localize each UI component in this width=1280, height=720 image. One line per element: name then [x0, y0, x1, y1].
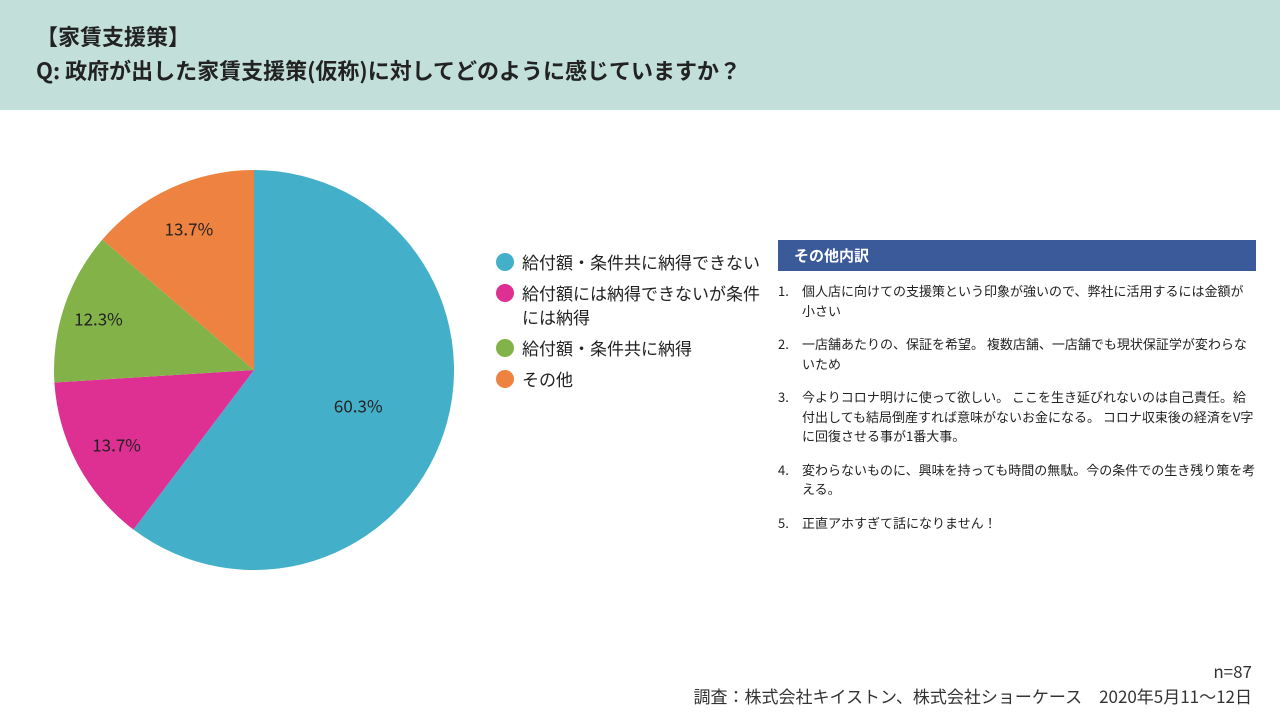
legend-item: その他 — [496, 367, 766, 392]
footer: n=87 調査：株式会社キイストン、株式会社ショーケース 2020年5月11～1… — [693, 658, 1252, 708]
pie-slice-label: 13.7% — [165, 216, 214, 241]
pie-slice-label: 12.3% — [74, 305, 123, 330]
other-detail-item-text: 正直アホすぎて話になりません！ — [802, 513, 997, 533]
sample-size: n=87 — [693, 658, 1252, 683]
pie-chart: 60.3% 13.7% 12.3% 13.7% — [24, 140, 484, 600]
legend-item: 給付額・条件共に納得できない — [496, 250, 766, 275]
legend-label: 給付額・条件共に納得 — [522, 336, 692, 361]
other-detail-item: 3.今よりコロナ明けに使って欲しい。 ここを生き延びれないのは自己責任。給付出し… — [778, 387, 1256, 446]
legend: 給付額・条件共に納得できない給付額には納得できないが条件には納得給付額・条件共に… — [496, 140, 766, 600]
other-detail-item: 5.正直アホすぎて話になりません！ — [778, 513, 1256, 533]
header-tag: 【家賃支援策】 — [36, 20, 1244, 52]
other-detail-item-text: 個人店に向けての支援策という印象が強いので、弊社に活用するには金額が小さい — [802, 281, 1256, 320]
other-detail-panel: その他内訳 1.個人店に向けての支援策という印象が強いので、弊社に活用するには金… — [778, 140, 1256, 600]
legend-label: その他 — [522, 367, 573, 392]
legend-item: 給付額には納得できないが条件には納得 — [496, 281, 766, 330]
pie-slice-label: 60.3% — [334, 392, 383, 417]
other-detail-item-text: 今よりコロナ明けに使って欲しい。 ここを生き延びれないのは自己責任。給付出しても… — [802, 387, 1256, 446]
legend-label: 給付額・条件共に納得できない — [522, 250, 760, 275]
survey-source: 調査：株式会社キイストン、株式会社ショーケース 2020年5月11～12日 — [693, 683, 1252, 708]
header-banner: 【家賃支援策】 Q: 政府が出した家賃支援策(仮称)に対してどのように感じていま… — [0, 0, 1280, 110]
other-detail-item-text: 一店舗あたりの、保証を希望。 複数店舗、一店舗でも現状保証学が変わらないため — [802, 334, 1256, 373]
legend-swatch — [496, 253, 514, 271]
question-title: Q: 政府が出した家賃支援策(仮称)に対してどのように感じていますか？ — [36, 54, 1244, 86]
other-detail-item: 4.変わらないものに、興味を持っても時間の無駄。今の条件での生き残り策を考える。 — [778, 460, 1256, 499]
legend-item: 給付額・条件共に納得 — [496, 336, 766, 361]
legend-swatch — [496, 339, 514, 357]
legend-swatch — [496, 370, 514, 388]
other-detail-item-text: 変わらないものに、興味を持っても時間の無駄。今の条件での生き残り策を考える。 — [802, 460, 1256, 499]
other-detail-list: 1.個人店に向けての支援策という印象が強いので、弊社に活用するには金額が小さい2… — [778, 281, 1256, 532]
other-detail-title: その他内訳 — [778, 240, 1256, 271]
main-body: 60.3% 13.7% 12.3% 13.7% 給付額・条件共に納得できない給付額には… — [0, 110, 1280, 600]
other-detail-item-number: 2. — [778, 334, 802, 373]
other-detail-item-number: 3. — [778, 387, 802, 446]
other-detail-item-number: 1. — [778, 281, 802, 320]
other-detail-item-number: 5. — [778, 513, 802, 533]
other-detail-item: 2.一店舗あたりの、保証を希望。 複数店舗、一店舗でも現状保証学が変わらないため — [778, 334, 1256, 373]
legend-label: 給付額には納得できないが条件には納得 — [522, 281, 766, 330]
legend-swatch — [496, 284, 514, 302]
pie-slice-label: 13.7% — [92, 431, 141, 456]
other-detail-item: 1.個人店に向けての支援策という印象が強いので、弊社に活用するには金額が小さい — [778, 281, 1256, 320]
other-detail-item-number: 4. — [778, 460, 802, 499]
